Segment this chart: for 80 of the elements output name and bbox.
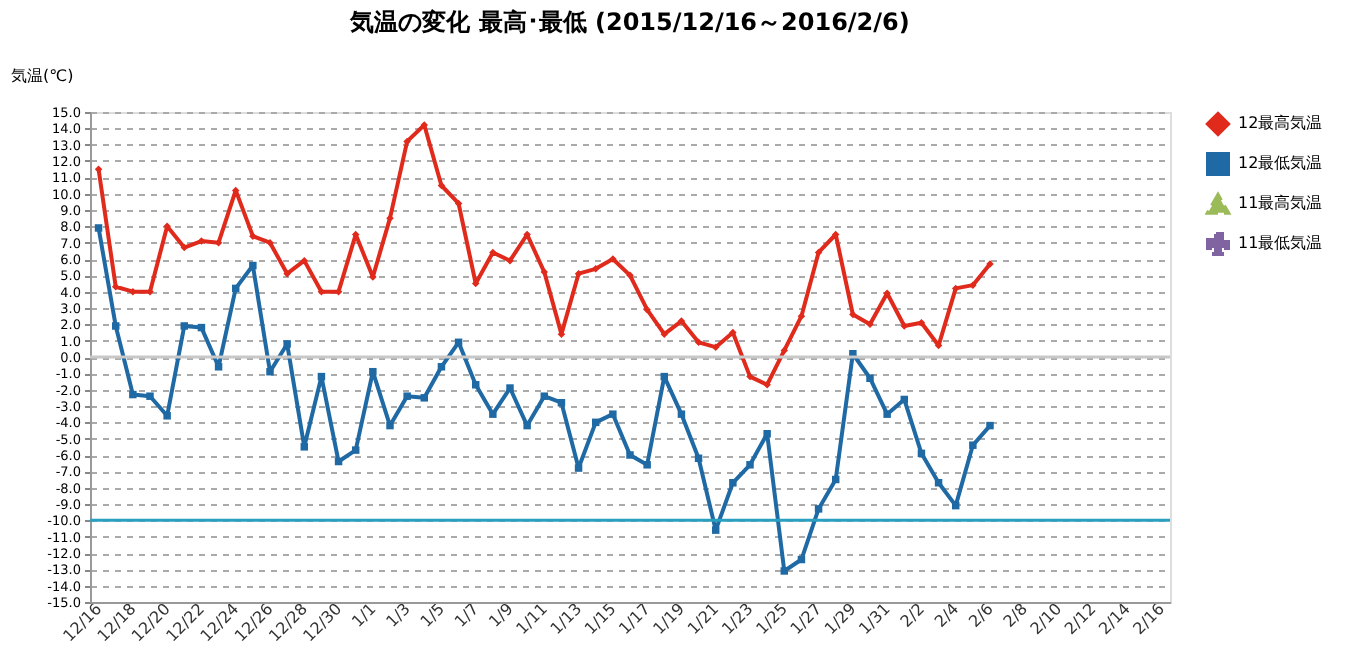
legend-label: 12最低気温: [1238, 154, 1323, 172]
point: [609, 410, 617, 418]
point: [249, 232, 257, 240]
point: [934, 479, 943, 487]
line-series: [94, 121, 994, 389]
point: [866, 374, 874, 382]
point: [677, 317, 686, 325]
legend-label: 11最高気温: [1238, 194, 1323, 212]
point: [574, 464, 583, 472]
point: [643, 461, 651, 469]
point: [763, 381, 771, 389]
point: [746, 461, 754, 469]
y-axis-title: 気温(℃): [11, 67, 74, 85]
chart-title: 気温の変化 最高･最低 (2015/12/16～2016/2/6): [348, 8, 910, 36]
point: [506, 256, 514, 265]
point: [300, 256, 309, 265]
point: [129, 390, 137, 399]
point: [249, 261, 257, 270]
point: [403, 392, 411, 400]
point: [146, 392, 154, 400]
x-tick-label: 1/3: [382, 599, 414, 631]
point: [643, 305, 651, 314]
x-tick-label: 2/4: [931, 599, 963, 631]
x-tick-label: 2/6: [965, 599, 997, 631]
point: [626, 271, 634, 280]
point: [540, 268, 549, 276]
point: [283, 340, 291, 348]
point: [369, 367, 377, 376]
x-tick-label: 1/7: [451, 599, 483, 631]
point: [866, 320, 874, 329]
x-tick-label: 2/2: [897, 599, 929, 631]
point: [729, 479, 737, 487]
point: [471, 381, 480, 389]
point: [300, 443, 309, 451]
point: [111, 322, 120, 330]
point: [780, 567, 789, 575]
point: [540, 392, 549, 400]
point: [763, 430, 771, 438]
point: [94, 165, 103, 173]
point: [969, 441, 977, 449]
legend-label: 11最低気温: [1238, 234, 1323, 252]
point: [180, 243, 189, 252]
x-tick-label: 2/8: [1000, 599, 1031, 631]
point: [986, 421, 994, 430]
point: [814, 505, 823, 513]
point: [351, 446, 360, 454]
point: [969, 281, 977, 289]
point: [626, 451, 634, 459]
point: [386, 421, 394, 430]
point: [574, 269, 583, 278]
point: [591, 265, 600, 273]
point: [797, 312, 806, 320]
point: [437, 363, 446, 371]
point: [111, 283, 120, 291]
legend-label: 12最高気温: [1238, 114, 1323, 132]
point: [163, 412, 171, 420]
point: [506, 384, 514, 392]
point: [883, 410, 891, 418]
x-tick-label: 1/9: [485, 599, 517, 631]
point: [711, 526, 720, 534]
point: [917, 318, 926, 327]
x-tick-label: 1/5: [417, 599, 449, 631]
point: [403, 137, 411, 146]
point: [214, 363, 223, 371]
point: [677, 410, 686, 418]
x-tick-label: 1/1: [348, 599, 380, 631]
point: [660, 330, 669, 338]
point: [180, 322, 189, 330]
point: [94, 224, 103, 232]
point: [694, 338, 703, 347]
point: [283, 269, 291, 278]
point: [266, 238, 274, 247]
point: [489, 410, 497, 418]
point: [266, 367, 274, 376]
point: [711, 343, 720, 351]
point: [420, 394, 429, 402]
point: [780, 346, 789, 355]
point: [523, 421, 531, 430]
point: [746, 372, 754, 381]
point: [951, 284, 960, 293]
